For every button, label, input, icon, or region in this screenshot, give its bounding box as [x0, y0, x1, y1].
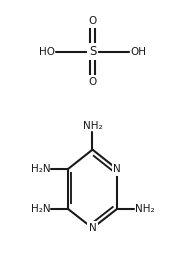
- Text: NH₂: NH₂: [83, 121, 102, 131]
- Text: OH: OH: [130, 47, 146, 57]
- Text: N: N: [89, 223, 96, 233]
- Text: S: S: [89, 45, 96, 58]
- Text: O: O: [88, 16, 97, 26]
- Text: NH₂: NH₂: [135, 204, 154, 214]
- Text: H₂N: H₂N: [31, 204, 50, 214]
- Text: O: O: [88, 77, 97, 87]
- Text: HO: HO: [39, 47, 55, 57]
- Text: H₂N: H₂N: [31, 164, 50, 174]
- Text: N: N: [113, 164, 121, 174]
